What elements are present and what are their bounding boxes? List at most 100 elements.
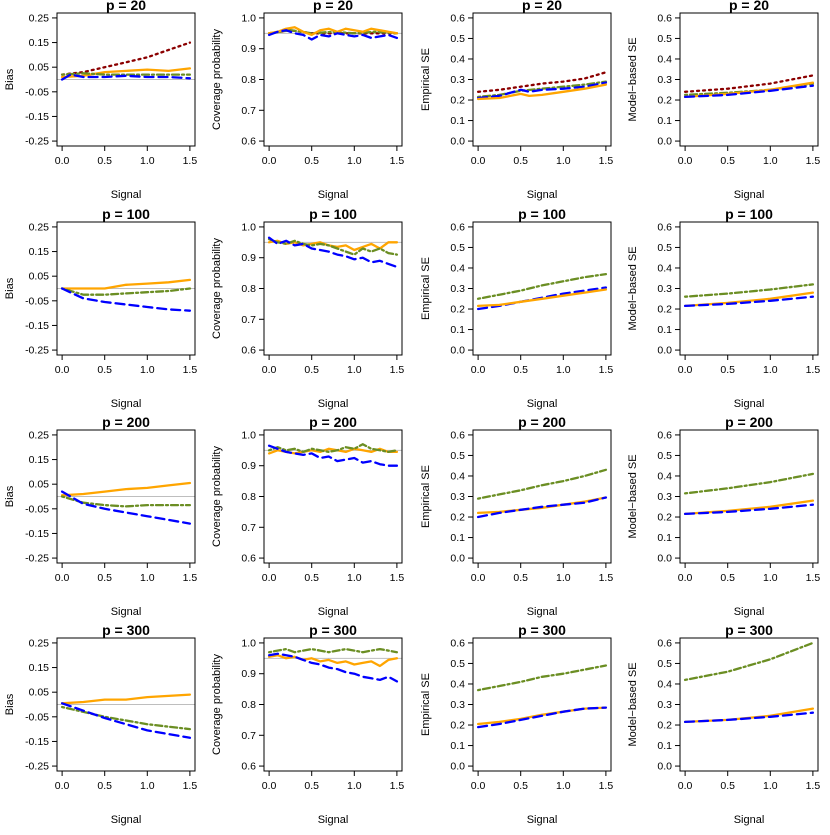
series-line-olive-dotdash xyxy=(267,647,399,654)
x-axis-label: Signal xyxy=(734,189,765,201)
panel-r1-c3: p = 20 0.0 0.5 1.0 1.5 0.0 0.1 0.2 0.3 0.4 0.5 0.6 S… xyxy=(420,0,613,201)
series-group xyxy=(683,283,815,308)
y-tick-label: 0.1 xyxy=(450,740,465,752)
panel-r4-c1: p = 300 0.0 0.5 1.0 1.5 -0.25 -0.15 -0.05 0.05 0.… xyxy=(4,622,197,826)
y-tick-label: 0.6 xyxy=(450,637,465,649)
y-tick-label: 0.6 xyxy=(450,221,465,233)
series-line-blue-dashed xyxy=(683,711,815,724)
series-line-orange-solid xyxy=(60,481,192,497)
series-line-orange-solid xyxy=(476,496,608,515)
plot-frame xyxy=(679,221,819,356)
x-tick-label: 0.5 xyxy=(304,780,319,792)
y-tick-label: 0.2 xyxy=(450,304,465,316)
x-tick-label: 0.5 xyxy=(97,364,112,376)
y-tick-label: 0.6 xyxy=(657,12,672,24)
panel-r3-c1: p = 200 0.0 0.5 1.0 1.5 -0.25 -0.15 -0.05 0.05 0.… xyxy=(4,414,197,618)
x-tick-label: 1.5 xyxy=(806,780,821,792)
y-tick-label: 0.2 xyxy=(450,512,465,524)
series-group xyxy=(683,74,815,99)
y-tick-label: 0.5 xyxy=(657,242,672,254)
y-tick-label: 0.6 xyxy=(657,221,672,233)
x-tick-label: 1.5 xyxy=(390,155,405,167)
y-tick-label: 0.5 xyxy=(657,658,672,670)
x-tick-label: 1.0 xyxy=(347,364,362,376)
x-tick-label: 0.0 xyxy=(471,780,486,792)
x-axis-label: Signal xyxy=(734,814,765,826)
panel-r4-c2: p = 300 0.0 0.5 1.0 1.5 0.6 0.7 0.8 0.9 1.0 Signal… xyxy=(211,622,404,826)
y-tick-label: 0.0 xyxy=(657,345,672,357)
y-tick-label: 0.2 xyxy=(657,304,672,316)
x-tick-label: 1.0 xyxy=(556,155,571,167)
x-tick-label: 0.0 xyxy=(678,155,693,167)
series-line-blue-dashed xyxy=(60,287,192,312)
y-tick-label: 0.2 xyxy=(657,512,672,524)
plot-frame xyxy=(472,637,612,772)
x-tick-label: 1.0 xyxy=(763,155,778,167)
panel-r4-c3: p = 300 0.0 0.5 1.0 1.5 0.0 0.1 0.2 0.3 0.4 0.5 0.6… xyxy=(420,622,613,826)
x-tick-label: 0.5 xyxy=(513,155,528,167)
panel-r3-c3: p = 200 0.0 0.5 1.0 1.5 0.0 0.1 0.2 0.3 0.4 0.5 0.6… xyxy=(420,414,613,618)
y-tick-label: -0.05 xyxy=(25,295,49,307)
panel-title: p = 100 xyxy=(725,206,773,222)
x-tick-label: 0.0 xyxy=(55,155,70,167)
series-line-olive-dotdash xyxy=(683,472,815,495)
x-axis-label: Signal xyxy=(734,398,765,410)
plot-frame xyxy=(472,221,612,356)
plot-frame xyxy=(56,12,196,147)
panel-title: p = 300 xyxy=(725,622,773,638)
y-tick-label: -0.25 xyxy=(25,761,49,773)
series-group xyxy=(60,693,192,739)
y-tick-label: 0.3 xyxy=(657,74,672,86)
panel-title: p = 200 xyxy=(725,414,773,430)
series-line-olive-dotdash xyxy=(267,238,399,256)
series-line-blue-dashed xyxy=(60,490,192,525)
y-tick-label: 0.0 xyxy=(450,553,465,565)
panel-title: p = 20 xyxy=(106,0,146,13)
y-tick-label: 0.9 xyxy=(241,43,256,55)
series-group xyxy=(267,236,399,269)
y-tick-label: 0.8 xyxy=(241,74,256,86)
series-line-blue-dashed xyxy=(476,81,608,100)
y-tick-label: 0.1 xyxy=(657,324,672,336)
y-tick-label: 0.6 xyxy=(241,136,256,148)
x-tick-label: 0.5 xyxy=(97,780,112,792)
series-group xyxy=(683,641,815,724)
y-tick-label: 0.05 xyxy=(29,687,50,699)
panel-title: p = 200 xyxy=(518,414,566,430)
x-tick-label: 0.5 xyxy=(513,364,528,376)
y-tick-label: 1.0 xyxy=(241,221,256,233)
y-tick-label: 0.3 xyxy=(450,283,465,295)
panel-r1-c2: p = 20 0.0 0.5 1.0 1.5 0.6 0.7 0.8 0.9 1.0 Signal C… xyxy=(211,0,404,201)
series-group xyxy=(60,41,192,81)
series-line-orange-solid xyxy=(476,288,608,308)
x-axis-label: Signal xyxy=(318,398,349,410)
y-tick-label: 0.3 xyxy=(450,699,465,711)
y-tick-label: 0.15 xyxy=(29,37,50,49)
y-tick-label: 0.05 xyxy=(29,271,50,283)
x-tick-label: 0.0 xyxy=(471,364,486,376)
panel-r3-c2: p = 200 0.0 0.5 1.0 1.5 0.6 0.7 0.8 0.9 1.0 Signal… xyxy=(211,414,404,618)
x-axis-label: Signal xyxy=(111,606,142,618)
y-tick-label: -0.15 xyxy=(25,320,49,332)
y-tick-label: 0.6 xyxy=(241,345,256,357)
y-tick-label: 0.3 xyxy=(657,699,672,711)
plot-frame xyxy=(56,221,196,356)
y-tick-label: 0.05 xyxy=(29,62,50,74)
y-tick-label: 0.15 xyxy=(29,454,50,466)
y-axis-label: Bias xyxy=(4,277,16,299)
y-tick-label: 0.1 xyxy=(657,532,672,544)
y-tick-label: 0.4 xyxy=(450,53,465,65)
y-tick-label: 0.7 xyxy=(241,105,256,117)
series-line-orange-solid xyxy=(60,67,192,79)
panel-title: p = 200 xyxy=(309,414,357,430)
panel-title: p = 300 xyxy=(309,622,357,638)
y-tick-label: 0.4 xyxy=(657,53,672,65)
x-tick-label: 1.5 xyxy=(599,364,614,376)
series-group xyxy=(683,472,815,516)
x-tick-label: 0.5 xyxy=(720,572,735,584)
y-axis-label: Model−based SE xyxy=(627,246,639,330)
x-tick-label: 0.0 xyxy=(262,572,277,584)
series-line-olive-dotdash xyxy=(60,72,192,76)
x-tick-label: 0.5 xyxy=(513,572,528,584)
